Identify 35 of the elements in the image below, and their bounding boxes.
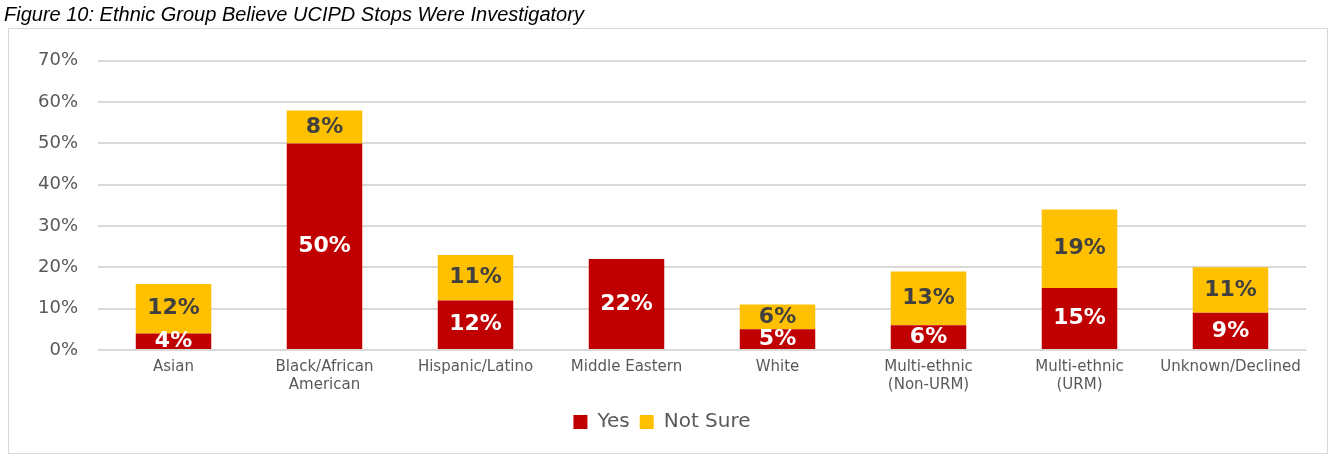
- data-label: 11%: [449, 263, 502, 289]
- x-tick-label: Middle Eastern: [570, 356, 683, 375]
- y-tick-label: 20%: [37, 255, 79, 277]
- chart-title: Figure 10: Ethnic Group Believe UCIPD Stops Were Investigatory: [4, 2, 584, 26]
- x-tick-label: Hispanic/Latino: [417, 356, 534, 375]
- x-tick-label: Black/African American: [275, 356, 374, 393]
- data-label: 9%: [1211, 316, 1250, 342]
- data-label: 50%: [298, 231, 351, 257]
- bar: [286, 143, 363, 349]
- x-tick-label: White: [755, 356, 800, 375]
- y-tick-label: 0%: [49, 337, 79, 359]
- x-tick-label: Asian: [153, 356, 194, 375]
- legend-label: Yes: [596, 408, 630, 433]
- y-tick-label: 70%: [37, 48, 79, 70]
- data-label: 11%: [1204, 275, 1257, 301]
- data-label: 13%: [902, 284, 955, 310]
- bar: [1041, 209, 1118, 289]
- y-tick-label: 10%: [37, 296, 79, 318]
- y-tick-label: 40%: [37, 172, 79, 194]
- y-tick-label: 60%: [37, 89, 79, 111]
- data-label: 6%: [909, 322, 948, 348]
- x-tick-label: Multi-ethnic (URM): [1035, 356, 1124, 393]
- data-label: 4%: [154, 326, 193, 352]
- x-tick-label: Unknown/Declined: [1160, 356, 1301, 375]
- data-label: 12%: [449, 310, 502, 336]
- y-tick-label: 30%: [37, 213, 79, 235]
- x-tick-label: Multi-ethnic (Non-URM): [884, 356, 973, 393]
- data-label: 15%: [1053, 304, 1106, 330]
- y-tick-label: 50%: [37, 131, 79, 153]
- data-label: 22%: [600, 289, 653, 315]
- legend-label: Not Sure: [663, 408, 751, 433]
- data-label: 8%: [305, 112, 344, 138]
- data-label: 19%: [1053, 234, 1106, 260]
- bar: [588, 259, 665, 349]
- data-label: 12%: [147, 294, 200, 320]
